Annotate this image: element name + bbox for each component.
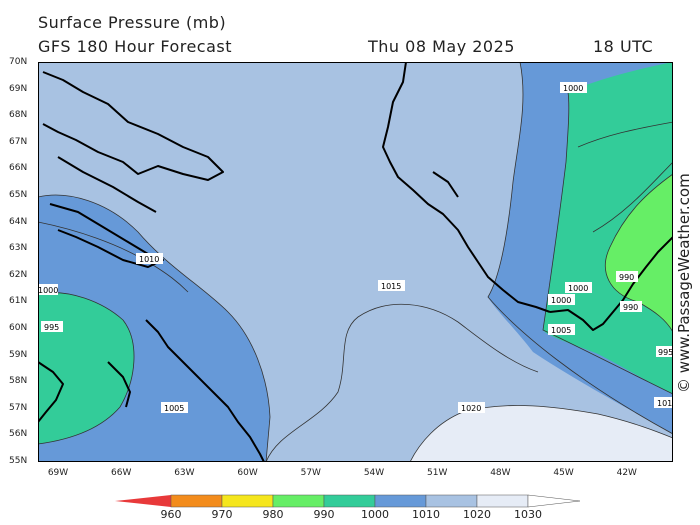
- legend-swatch: [170, 494, 223, 508]
- lat-label: 67N: [9, 136, 28, 147]
- lat-label: 59N: [9, 349, 28, 360]
- band-980-990-east: [605, 174, 673, 332]
- legend-swatch: [476, 494, 529, 508]
- ungava-coast: [38, 361, 64, 423]
- lon-label: 63W: [174, 468, 195, 478]
- map-frame: [38, 62, 673, 462]
- lat-label: 68N: [9, 110, 28, 121]
- isobar-label: 1000: [568, 284, 588, 293]
- lon-label: 42W: [616, 468, 637, 478]
- legend-swatch: [323, 494, 376, 508]
- lat-label: 66N: [9, 163, 28, 174]
- legend-value: 1000: [361, 508, 389, 521]
- legend-value: 1020: [463, 508, 491, 521]
- isobar-label: 1020: [461, 404, 481, 413]
- legend-swatch: [527, 494, 581, 508]
- baffin-south-coast: [57, 156, 157, 213]
- lat-label: 58N: [9, 376, 28, 387]
- isobar-label: 1000: [563, 84, 583, 93]
- lat-label: 55N: [9, 456, 28, 466]
- legend-value: 1010: [412, 508, 440, 521]
- legend-value: 960: [160, 508, 182, 521]
- isobar-label: 990: [623, 303, 638, 312]
- isobar-label: 1010: [139, 255, 159, 264]
- lon-label: 48W: [490, 468, 511, 478]
- isobar-label: 1015: [381, 282, 401, 291]
- lat-label: 64N: [9, 216, 28, 227]
- isobar-label: 101: [657, 399, 672, 408]
- lon-label: 51W: [427, 468, 448, 478]
- greenland-inland: [432, 171, 459, 198]
- forecast-date: Thu 08 May 2025: [368, 37, 515, 56]
- greenland-south-coast: [549, 236, 673, 331]
- isobar-label: 990: [619, 273, 634, 282]
- map-title: Surface Pressure (mb): [38, 13, 227, 32]
- legend-swatch: [272, 494, 325, 508]
- lon-label: 45W: [553, 468, 574, 478]
- lat-label: 70N: [9, 57, 28, 67]
- lat-label: 57N: [9, 402, 28, 413]
- forecast-subtitle: GFS 180 Hour Forecast: [38, 37, 233, 56]
- baffin-island-coast: [42, 71, 224, 181]
- band-1020-1030-se: [410, 405, 673, 462]
- legend-swatch: [115, 495, 171, 507]
- pressure-map: 1000 1010 1000 1015 1000 1000 990 990 10…: [38, 62, 673, 462]
- lat-label: 62N: [9, 269, 28, 280]
- lon-label: 69W: [47, 468, 69, 478]
- forecast-time: 18 UTC: [593, 37, 654, 56]
- lat-label: 69N: [9, 83, 28, 94]
- legend-value: 990: [313, 508, 335, 521]
- isobar-label: 995: [44, 323, 59, 332]
- legend-value: 970: [211, 508, 233, 521]
- greenland-west-coast: [382, 62, 551, 313]
- lon-label: 60W: [237, 468, 258, 478]
- isobar-label: 1000: [38, 286, 58, 295]
- lat-label: 60N: [9, 323, 28, 333]
- lon-label: 54W: [363, 468, 385, 478]
- isobar-label: 1000: [551, 296, 571, 305]
- lat-label: 63N: [9, 243, 28, 254]
- legend-swatch: [374, 494, 427, 508]
- isobar-label: 995: [658, 348, 673, 357]
- lon-label: 66W: [111, 468, 132, 478]
- labrador-coast: [145, 319, 265, 462]
- legend-value: 1030: [514, 508, 542, 521]
- lat-label: 56N: [9, 429, 28, 440]
- isobar-label: 1005: [551, 326, 571, 335]
- lat-label: 65N: [9, 190, 28, 200]
- credit-text: © www.PassageWeather.com: [675, 173, 693, 393]
- legend-value: 980: [262, 508, 284, 521]
- credit-watermark: © www.PassageWeather.com: [672, 60, 698, 400]
- legend-swatch: [425, 494, 478, 508]
- legend-swatch: [221, 494, 274, 508]
- lon-label: 57W: [300, 468, 321, 478]
- isobar-label: 1005: [164, 404, 184, 413]
- lat-label: 61N: [9, 296, 28, 307]
- isobar-labels: 1000 1010 1000 1015 1000 1000 990 990 10…: [38, 82, 673, 413]
- ungava-east-coast: [107, 361, 131, 408]
- pressure-legend: [115, 494, 581, 508]
